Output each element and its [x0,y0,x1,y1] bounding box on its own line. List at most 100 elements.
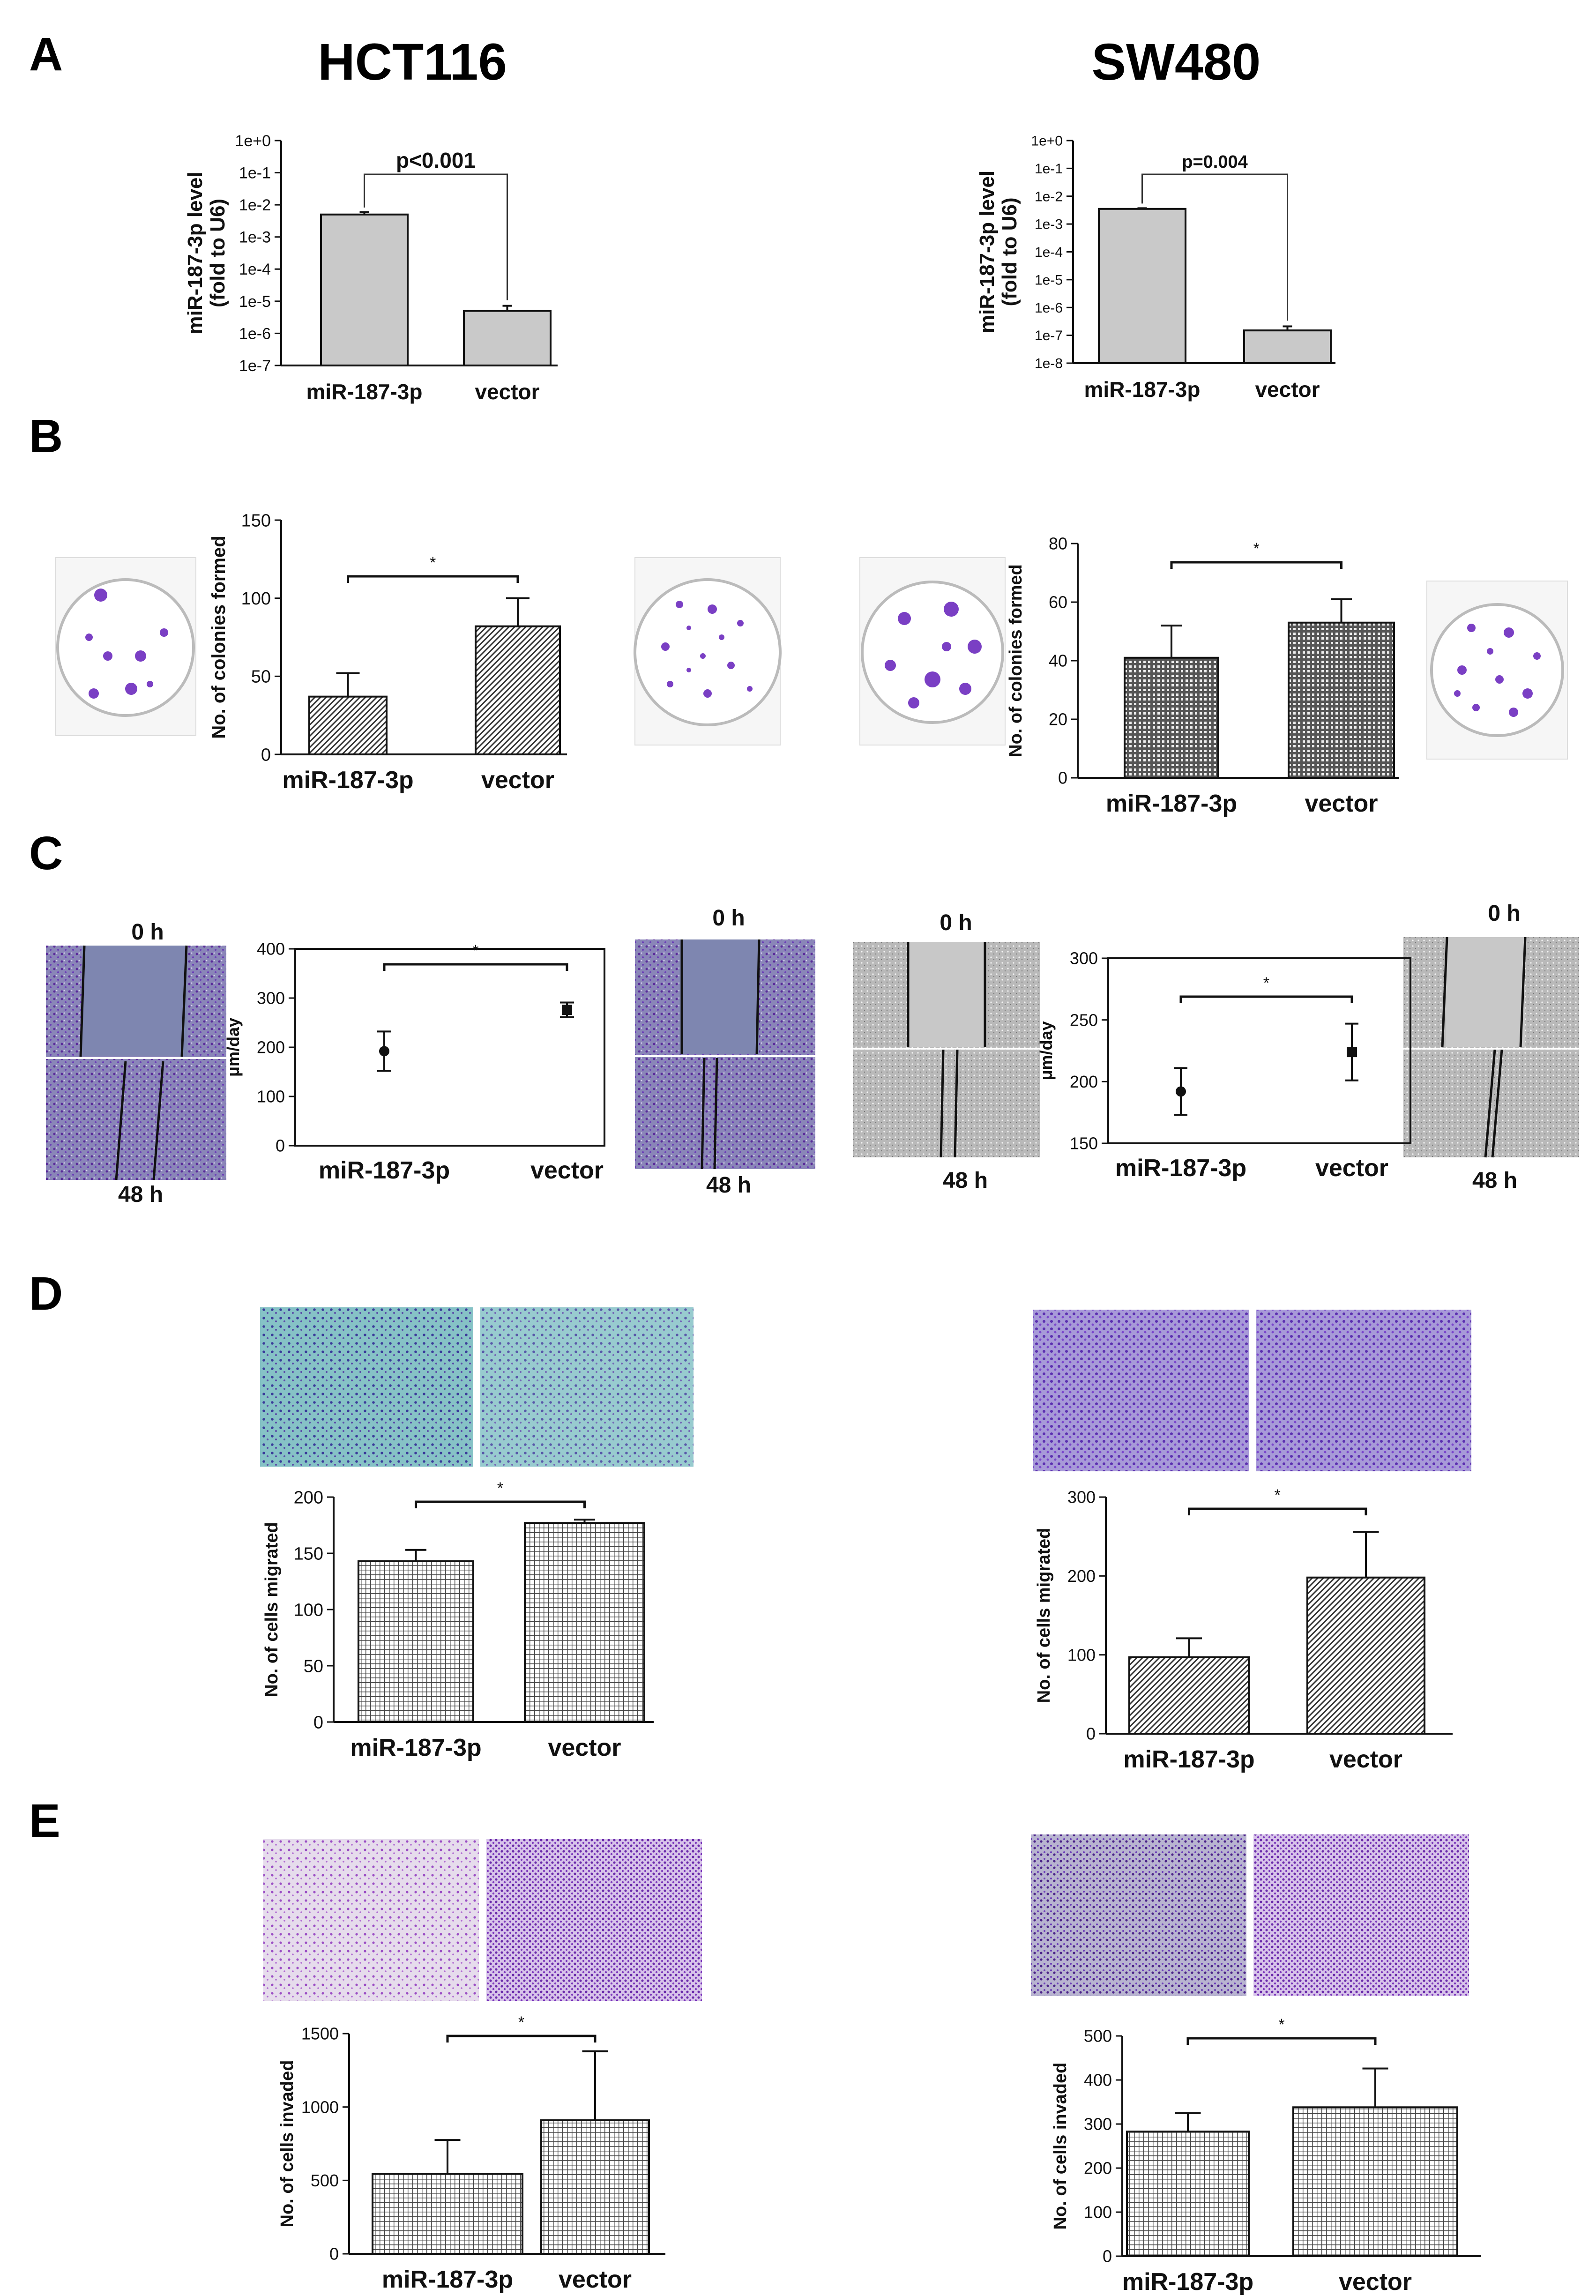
label-0h-hct-vector: 0 h [712,906,745,931]
x-category-label: miR-187-3p [1106,790,1237,817]
significance-bracket [383,963,568,971]
chart-d_sw: 0 100 200 300 No. of cells migrated miR-187-3… [1034,1486,1453,1773]
y-axis-label: μm/day [1037,1021,1056,1080]
y-tick-label: 20 [1049,710,1067,729]
point-miR-187-3p [379,1046,389,1057]
x-category-label: vector [1339,2268,1412,2296]
y-tick-label: 1e+0 [235,132,271,150]
invasion-image-hct-vector [486,1839,702,2001]
y-axis-label: No. of colonies formed [1006,564,1026,757]
x-category-label: vector [1255,377,1320,402]
point-vector [562,1005,572,1015]
significance-bracket [347,575,519,583]
panel-letter-b: B [29,410,63,462]
panel-letter-a: A [29,28,63,81]
plot-frame [294,948,605,1147]
chart-c_sw: 150 200 250 300 μm/day miR-187-3p vector * [1037,949,1411,1182]
y-tick-label: 1e-1 [1035,161,1063,177]
y-tick-label: 100 [1084,2203,1112,2222]
y-tick-label: 500 [1084,2027,1112,2046]
panel-letter-d: D [29,1267,63,1320]
y-tick-label: 400 [1084,2071,1112,2090]
y-tick-label: 1e-4 [1035,245,1063,260]
bar-vector [475,625,561,755]
chart-e_sw: 0 100 200 300 400 500 No. of cells invaded miR-… [1051,2016,1481,2296]
y-axis-label: miR-187-3p level(fold to U6) [976,171,1021,333]
chart-b_sw: 0 20 40 60 80 No. of colonies formed miR-187-3… [1006,534,1399,817]
y-tick-label: 1e-2 [239,196,271,214]
y-tick-label: 250 [1070,1010,1098,1029]
y-tick-label: 1e-2 [1035,189,1063,204]
significance-label: * [1263,974,1269,992]
significance-label: * [430,554,436,572]
significance-bracket [1179,995,1353,1003]
significance-label: * [1278,2016,1284,2034]
x-category-label: miR-187-3p [282,767,413,794]
y-tick-label: 300 [1067,1488,1096,1507]
significance-label: * [472,942,478,960]
y-tick-label: 200 [1067,1566,1096,1586]
significance-label: * [1253,540,1260,558]
y-tick-label: 100 [241,589,271,609]
significance-bracket [415,1500,586,1508]
x-category-label: miR-187-3p [350,1734,481,1761]
significance-label: * [497,1479,503,1497]
label-0h-sw-vector: 0 h [1488,901,1520,926]
y-tick-label: 1e-5 [239,293,271,311]
y-tick-label: 150 [241,511,271,530]
x-category-label: miR-187-3p [1084,377,1201,402]
bar-miR-187-3p [1124,656,1219,779]
y-tick-label: 100 [1067,1645,1096,1664]
y-tick-label: 1e-7 [239,357,271,375]
y-tick-label: 80 [1049,534,1067,553]
significance-label: * [518,2013,524,2031]
y-tick-label: 50 [304,1656,323,1676]
significance-bracket [1141,173,1288,321]
y-tick-label: 1e-7 [1035,328,1063,343]
y-tick-label: 0 [329,2244,339,2264]
x-category-label: miR-187-3p [382,2266,513,2293]
wound-image-hct-vector [635,939,815,1170]
significance-bracket [1170,561,1342,569]
y-tick-label: 200 [1084,2159,1112,2178]
label-48h-hct-mir: 48 h [118,1182,163,1207]
y-tick-label: 0 [1086,1724,1096,1744]
bar-miR-187-3p [308,695,388,755]
y-tick-label: 200 [294,1488,323,1507]
x-category-label: vector [548,1734,621,1761]
y-tick-label: 400 [257,939,285,959]
y-tick-label: 1e-6 [1035,300,1063,316]
significance-bracket [1186,2037,1377,2045]
transwell-image-hct-mir [260,1307,473,1467]
y-tick-label: 60 [1049,593,1067,612]
y-tick-label: 0 [276,1136,285,1155]
y-tick-label: 1e-5 [1035,272,1063,288]
y-tick-label: 200 [1070,1072,1098,1091]
panel-letter-e: E [29,1795,60,1847]
y-tick-label: 500 [311,2171,339,2190]
bar-vector [1243,329,1332,364]
plot-frame [1107,957,1411,1144]
y-tick-label: 100 [257,1087,285,1106]
significance-bracket [446,2035,597,2043]
chart-b_hct: 0 50 100 150 No. of colonies formed miR-187-3… [209,511,567,794]
bar-miR-187-3p [372,2173,523,2255]
bar-vector [1292,2106,1458,2257]
x-category-label: vector [1305,790,1378,817]
x-category-label: vector [530,1157,604,1184]
y-axis-label: No. of colonies formed [209,536,229,738]
y-axis-label: No. of cells migrated [1034,1528,1054,1703]
bar-vector [463,310,552,367]
bar-vector [1288,621,1395,779]
y-axis-label: μm/day [224,1018,243,1077]
chart-a_hct: 1e-7 1e-6 1e-5 1e-4 1e-3 1e-2 1e-1 1e+0 miR-187-… [184,132,558,404]
y-axis-label: No. of cells migrated [262,1522,282,1697]
y-tick-label: 1e-3 [1035,217,1063,232]
y-tick-label: 0 [313,1713,323,1732]
x-category-label: vector [1329,1746,1402,1773]
significance-label: * [1275,1486,1281,1504]
x-category-label: vector [475,380,539,404]
label-0h-sw-mir: 0 h [940,910,972,935]
wound-image-hct-mir [46,945,226,1180]
